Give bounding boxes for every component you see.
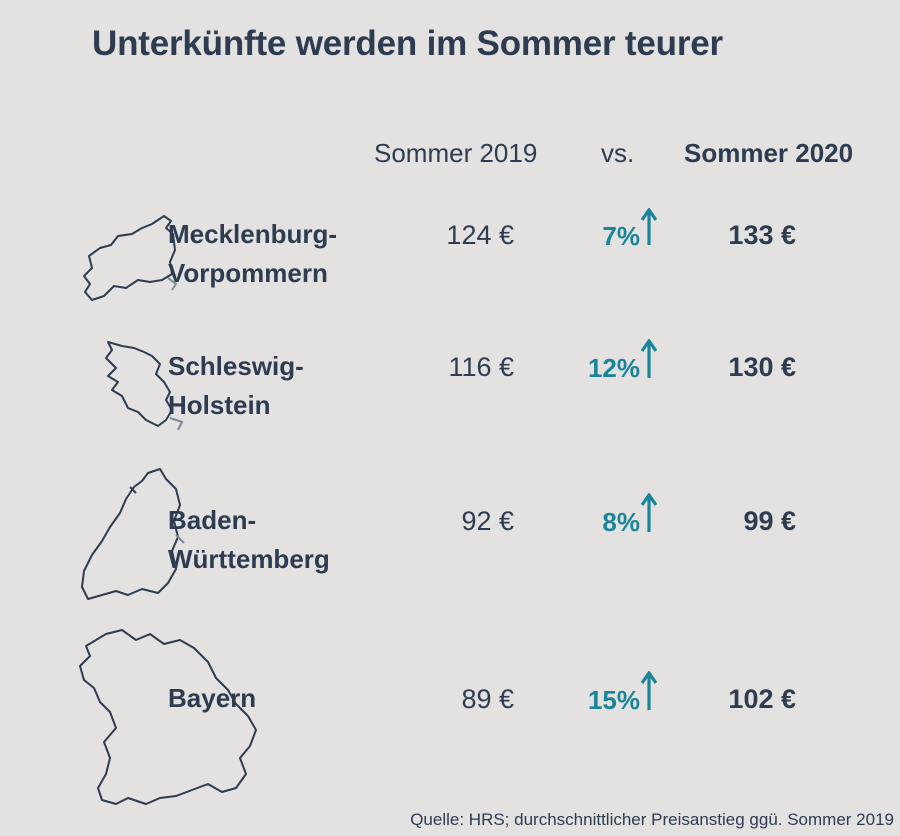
mecklenburg-vorpommern-outline-icon: [83, 215, 178, 301]
column-header-sommer-2020: Sommer 2020: [684, 138, 854, 168]
increase-percentage: 8%: [602, 507, 640, 537]
value-sommer-2020: 130 €: [728, 352, 796, 382]
region-name: Baden- Württemberg: [168, 505, 330, 574]
region-name: Mecklenburg- Vorpommern: [168, 219, 338, 288]
arrow-up-icon: [641, 493, 657, 532]
increase-percentage: 7%: [602, 221, 640, 251]
arrow-up-icon: [641, 671, 657, 710]
increase-percentage: 15%: [587, 685, 640, 715]
value-sommer-2019: 89 €: [461, 684, 514, 714]
value-sommer-2020: 102 €: [728, 684, 796, 714]
column-header-vs: vs.: [601, 138, 635, 168]
region-name: Schleswig- Holstein: [168, 351, 304, 420]
increase-percentage: 12%: [587, 353, 640, 383]
arrow-up-icon: [641, 208, 657, 245]
arrow-up-icon: [641, 339, 657, 378]
value-sommer-2019: 116 €: [448, 352, 514, 382]
region-name: Bayern: [168, 683, 257, 713]
chart-title: Unterkünfte werden im Sommer teurer: [92, 24, 723, 63]
column-header-sommer-2019: Sommer 2019: [374, 138, 538, 168]
value-sommer-2020: 99 €: [743, 506, 796, 536]
value-sommer-2019: 92 €: [461, 506, 514, 536]
schleswig-holstein-outline-icon: [105, 341, 184, 431]
value-sommer-2019: 124 €: [446, 220, 514, 250]
baden-wuerttemberg-outline-icon: [81, 468, 185, 600]
value-sommer-2020: 133 €: [728, 220, 796, 250]
bayern-outline-icon: [79, 629, 257, 805]
source-note: Quelle: HRS; durchschnittlicher Preisans…: [410, 810, 894, 829]
